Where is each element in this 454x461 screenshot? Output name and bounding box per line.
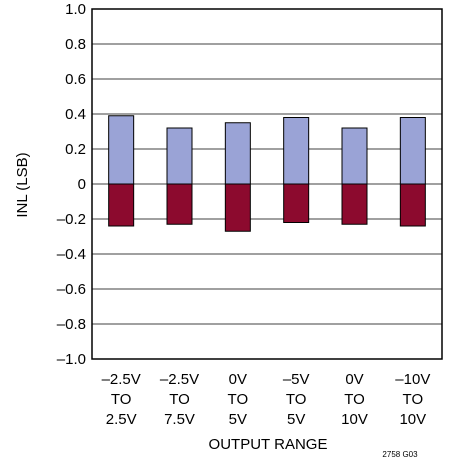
bar-negative (224, 183, 251, 232)
bar-positive (399, 117, 426, 185)
y-tick-label: –0.2 (57, 211, 86, 228)
bar-negative (399, 183, 426, 227)
y-tick-label: 0.8 (65, 36, 86, 53)
y-tick-label: 0.6 (65, 71, 86, 88)
x-tick-label: –2.5V (102, 371, 141, 388)
y-tick-label: –1.0 (57, 351, 86, 368)
label-layer: 1.0 0.8 0.6 0.4 0.2 0 –0.2 –0.4 –0.6 –0.8 –1.0 –2.5… (57, 1, 431, 428)
y-tick-label: –0.8 (57, 316, 86, 333)
x-tick-label: TO (344, 391, 365, 408)
bar-negative (108, 183, 135, 227)
x-tick-label: 10V (341, 411, 368, 428)
x-tick-label: TO (403, 391, 424, 408)
x-tick-label: 0V (229, 371, 247, 388)
x-tick-label: 10V (399, 411, 426, 428)
x-tick-label: 5V (287, 411, 305, 428)
x-tick-label: TO (111, 391, 132, 408)
x-tick-label: 0V (345, 371, 363, 388)
bar-positive (341, 127, 368, 185)
bar-positive (166, 127, 193, 185)
x-axis-title: OUTPUT RANGE (209, 436, 328, 453)
bar-layer (108, 115, 426, 232)
x-tick-label: TO (169, 391, 190, 408)
x-tick-label: –10V (395, 371, 430, 388)
bar-positive (283, 117, 310, 185)
y-tick-label: 0.4 (65, 106, 86, 123)
plot-frame (91, 8, 443, 360)
figure-id: 2758 G03 (382, 450, 418, 459)
x-tick-label: TO (228, 391, 249, 408)
grid-layer (92, 8, 442, 360)
bar-negative (341, 183, 368, 225)
y-tick-label: 0 (78, 176, 86, 193)
bar-positive (108, 115, 135, 185)
x-tick-label: –5V (283, 371, 310, 388)
bar-positive (224, 122, 251, 185)
x-tick-label: 5V (229, 411, 247, 428)
y-axis-title: INL (LSB) (14, 152, 31, 217)
x-tick-label: 2.5V (106, 411, 137, 428)
frame-layer (91, 8, 443, 360)
y-tick-label: –0.6 (57, 281, 86, 298)
bar-negative (166, 183, 193, 225)
x-tick-label: –2.5V (160, 371, 199, 388)
y-tick-label: 0.2 (65, 141, 86, 158)
x-tick-label: TO (286, 391, 307, 408)
y-tick-label: –0.4 (57, 246, 86, 263)
bar-negative (283, 183, 310, 223)
y-tick-label: 1.0 (65, 1, 86, 18)
x-tick-label: 7.5V (164, 411, 195, 428)
